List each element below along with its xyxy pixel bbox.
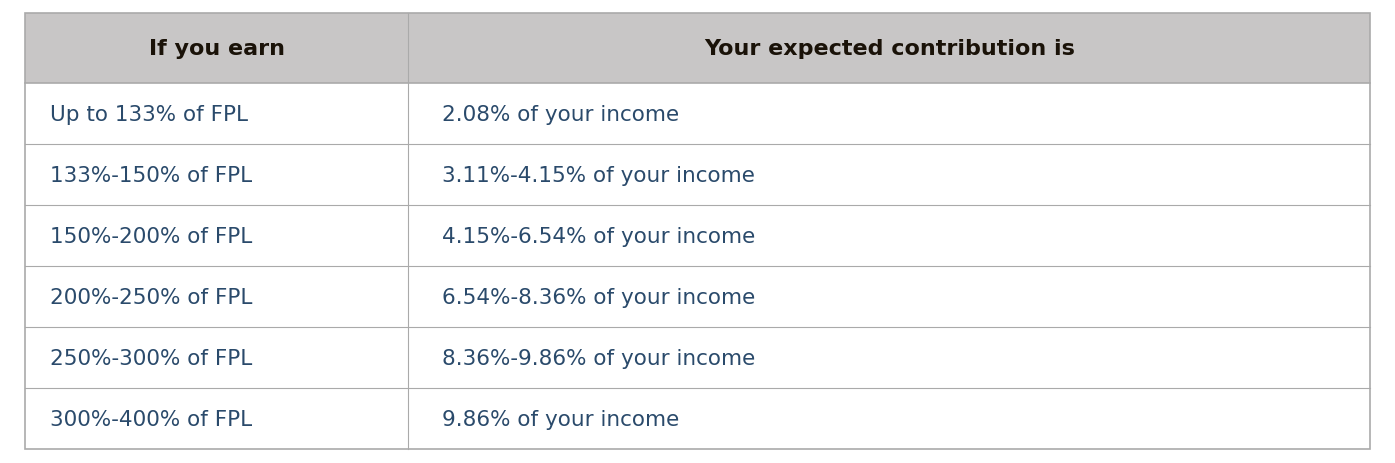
Bar <box>409 84 1370 145</box>
Text: Your expected contribution is: Your expected contribution is <box>703 39 1074 59</box>
Text: 4.15%-6.54% of your income: 4.15%-6.54% of your income <box>442 226 755 246</box>
Bar <box>25 267 409 327</box>
Text: 3.11%-4.15% of your income: 3.11%-4.15% of your income <box>442 165 755 185</box>
Bar <box>25 327 409 388</box>
Bar <box>409 388 1370 449</box>
Bar <box>25 145 409 206</box>
Text: If you earn: If you earn <box>149 39 285 59</box>
Bar <box>25 206 409 267</box>
Text: 300%-400% of FPL: 300%-400% of FPL <box>50 409 252 429</box>
Bar <box>409 206 1370 267</box>
Bar <box>25 14 409 84</box>
Text: Up to 133% of FPL: Up to 133% of FPL <box>50 104 248 124</box>
Bar <box>409 145 1370 206</box>
Text: 250%-300% of FPL: 250%-300% of FPL <box>50 348 252 368</box>
Bar <box>409 267 1370 327</box>
Text: 133%-150% of FPL: 133%-150% of FPL <box>50 165 252 185</box>
Bar <box>409 327 1370 388</box>
Bar <box>25 388 409 449</box>
Bar <box>25 84 409 145</box>
Text: 150%-200% of FPL: 150%-200% of FPL <box>50 226 252 246</box>
Text: 9.86% of your income: 9.86% of your income <box>442 409 679 429</box>
Text: 2.08% of your income: 2.08% of your income <box>442 104 679 124</box>
Text: 200%-250% of FPL: 200%-250% of FPL <box>50 287 252 307</box>
Bar <box>409 14 1370 84</box>
Text: 8.36%-9.86% of your income: 8.36%-9.86% of your income <box>442 348 755 368</box>
Text: 6.54%-8.36% of your income: 6.54%-8.36% of your income <box>442 287 755 307</box>
